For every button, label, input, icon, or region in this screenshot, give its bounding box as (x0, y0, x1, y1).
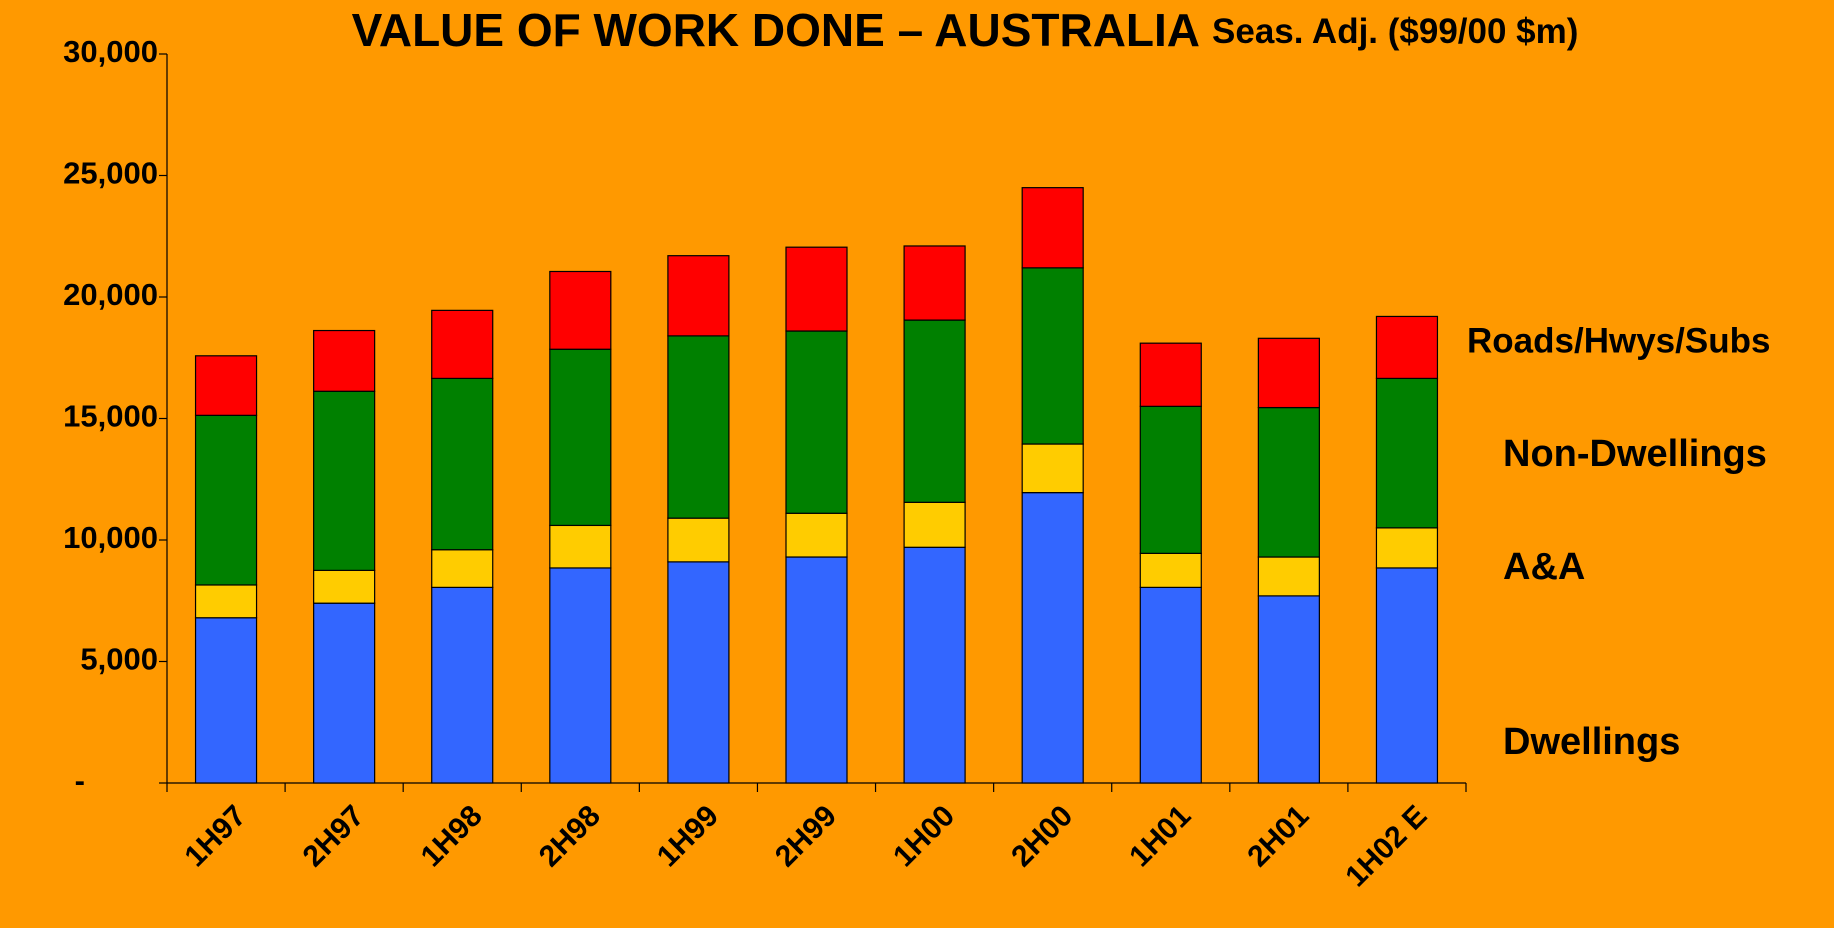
bar-segment (194, 617, 258, 784)
bar-segment (667, 335, 730, 519)
y-tick-label: 10,000 (63, 520, 158, 555)
bar-segment (1139, 586, 1202, 784)
bar-segment (903, 546, 966, 784)
bar-segment (549, 348, 612, 527)
bar-segment (903, 501, 966, 548)
chart-title: VALUE OF WORK DONE – AUSTRALIA (352, 4, 1200, 56)
bar-segment (431, 309, 494, 380)
bar-segment (1021, 443, 1084, 494)
bar-segment (431, 586, 494, 784)
bar-segment (1375, 315, 1439, 380)
bar-segment (903, 245, 966, 321)
bar-segment (313, 329, 376, 392)
chart-title-group: VALUE OF WORK DONE – AUSTRALIA Seas. Adj.… (352, 4, 1579, 56)
legend-label: Non-Dwellings (1503, 433, 1767, 475)
legend-label: Roads/Hwys/Subs (1467, 321, 1770, 360)
bar-segment (1257, 337, 1320, 409)
bar-segment (1257, 595, 1320, 784)
bar-segment (1257, 406, 1320, 558)
bar-segment (1375, 527, 1439, 569)
bar-segment (667, 517, 730, 563)
legend-label: Dwellings (1503, 721, 1680, 763)
chart-subtitle: Seas. Adj. ($99/00 $m) (1212, 12, 1578, 51)
bar-segment (785, 246, 848, 332)
bar-segment (667, 561, 730, 784)
bar-segment (1139, 342, 1202, 407)
bar-segment (1021, 267, 1084, 445)
legend-label: A&A (1503, 546, 1585, 588)
bar-segment (313, 569, 376, 604)
y-tick-label: - (75, 763, 85, 798)
bar-segment (1139, 405, 1202, 554)
bar-segment (667, 255, 730, 337)
bar-segment (1375, 377, 1439, 529)
bar-segment (549, 270, 612, 350)
bar-segment (313, 390, 376, 571)
bar-segment (313, 602, 376, 784)
bar-segment (194, 414, 258, 586)
bar-segment (1021, 187, 1084, 269)
y-tick-label: 30,000 (63, 34, 158, 69)
bar-segment (1021, 492, 1084, 784)
bar-segment (1375, 567, 1439, 784)
y-tick-label: 20,000 (63, 277, 158, 312)
bar-segment (431, 549, 494, 588)
bar-segment (549, 524, 612, 569)
bar-segment (194, 355, 258, 416)
bar-segment (1257, 556, 1320, 597)
bar-segment (549, 567, 612, 784)
bar-segment (1139, 552, 1202, 588)
bar-segment (194, 584, 258, 619)
bar-segment (785, 330, 848, 514)
bar-segment (431, 377, 494, 551)
y-tick-label: 25,000 (63, 156, 158, 191)
bar-segment (785, 512, 848, 558)
y-tick-label: 5,000 (80, 642, 158, 677)
bar-segment (903, 319, 966, 503)
y-tick-label: 15,000 (63, 399, 158, 434)
bar-segment (785, 556, 848, 784)
